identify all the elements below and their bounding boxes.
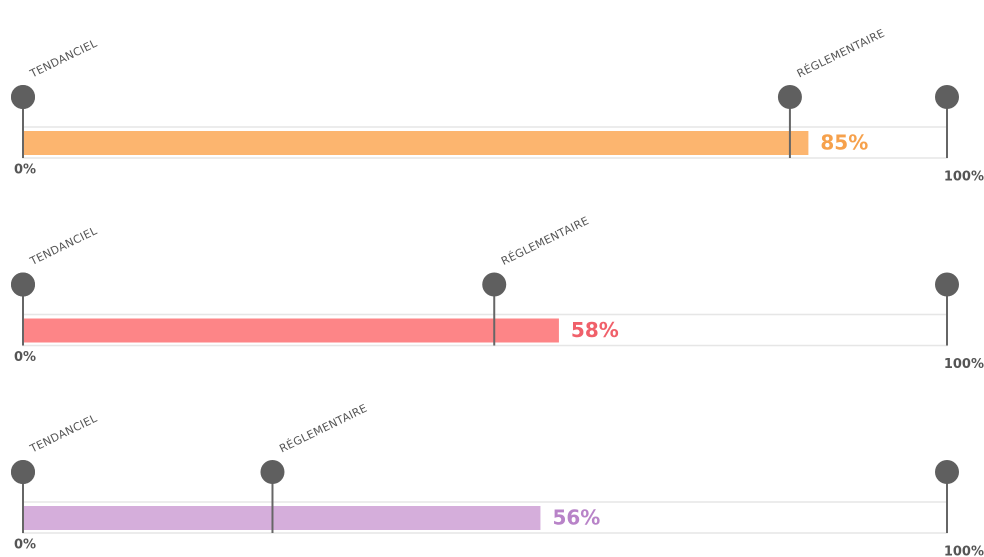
x-tick-label: 0% <box>14 538 36 553</box>
x-tick-label: 100% <box>944 545 984 557</box>
tick-pin <box>935 272 959 297</box>
marker-pin <box>260 460 285 484</box>
marker-label: RÉGLEMENTAIRE <box>499 214 591 268</box>
bar <box>23 506 541 530</box>
value-label: 56% <box>552 506 600 530</box>
x-tick-label: 100% <box>944 170 984 185</box>
tick-pin <box>935 85 959 109</box>
x-tick-label: 0% <box>14 350 36 365</box>
marker-pin <box>11 272 35 297</box>
bar <box>23 131 809 155</box>
marker-label: TENDANCIEL <box>27 411 100 455</box>
x-tick-label: 100% <box>944 357 984 372</box>
value-label: 85% <box>820 131 868 155</box>
marker-pin <box>777 85 802 109</box>
marker-label: TENDANCIEL <box>27 224 100 268</box>
marker-label: TENDANCIEL <box>27 36 100 80</box>
marker-pin <box>11 85 35 109</box>
marker-pin <box>11 460 35 484</box>
value-label: 58% <box>571 318 619 342</box>
marker-pin <box>482 272 507 297</box>
marker-label: RÉGLEMENTAIRE <box>795 27 887 81</box>
x-tick-label: 0% <box>14 163 36 178</box>
tick-pin <box>935 460 959 484</box>
bar <box>23 318 559 343</box>
marker-label: RÉGLEMENTAIRE <box>277 402 369 456</box>
